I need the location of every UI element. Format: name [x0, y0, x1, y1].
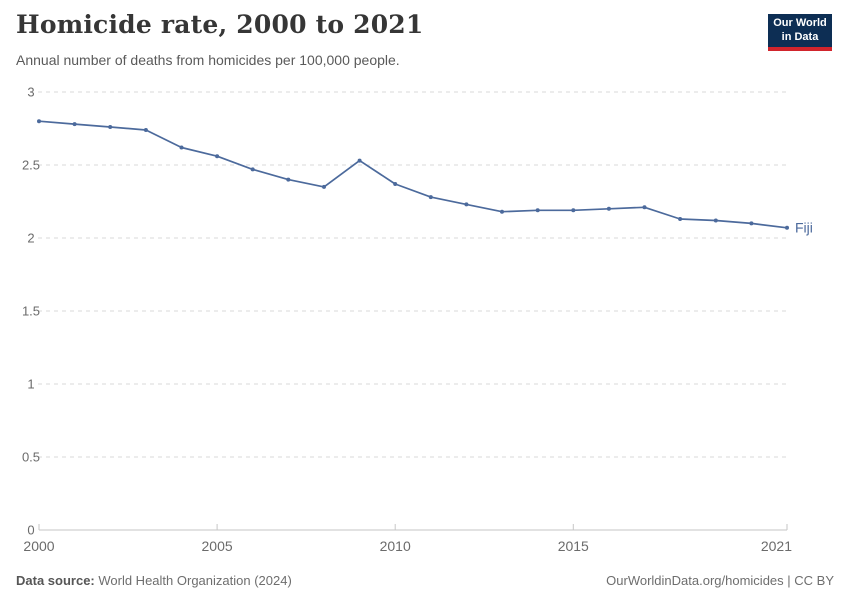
series-point-fiji[interactable] — [357, 158, 362, 163]
series-point-fiji[interactable] — [464, 202, 469, 207]
series-label-fiji[interactable]: Fiji — [795, 219, 813, 235]
y-axis-tick-label: 0.5 — [22, 450, 40, 465]
owid-logo-line1: Our World — [773, 16, 827, 29]
owid-logo[interactable]: Our World in Data — [768, 14, 832, 51]
data-source-text: World Health Organization (2024) — [94, 573, 292, 588]
series-point-fiji[interactable] — [37, 119, 41, 124]
series-point-fiji[interactable] — [286, 177, 291, 182]
series-point-fiji[interactable] — [500, 209, 504, 214]
series-point-fiji[interactable] — [642, 205, 647, 210]
x-axis-tick-label: 2015 — [558, 538, 589, 554]
y-axis-tick-label: 3 — [27, 85, 34, 100]
series-point-fiji[interactable] — [713, 218, 718, 223]
data-source-label: Data source: — [16, 573, 95, 588]
series-point-fiji[interactable] — [143, 128, 148, 132]
series-point-fiji[interactable] — [393, 182, 398, 186]
chart-subtitle: Annual number of deaths from homicides p… — [16, 52, 400, 68]
chart-footer: Data source: World Health Organization (… — [16, 573, 834, 588]
x-axis-tick-label: 2021 — [761, 538, 792, 554]
x-axis-tick-label: 2010 — [380, 538, 411, 554]
series-line-fiji[interactable] — [38, 120, 788, 229]
series-point-fiji[interactable] — [215, 154, 220, 159]
series-point-fiji[interactable] — [749, 221, 754, 226]
y-axis-tick-label: 0 — [27, 523, 34, 538]
series-point-fiji[interactable] — [72, 122, 77, 127]
license-credit[interactable]: OurWorldinData.org/homicides | CC BY — [606, 573, 834, 588]
y-axis-tick-label: 2 — [27, 231, 34, 246]
series-point-fiji[interactable] — [179, 145, 184, 150]
owid-logo-accent-bar — [768, 47, 832, 51]
series-point-fiji[interactable] — [535, 208, 540, 213]
series-point-fiji[interactable] — [571, 208, 576, 213]
series-point-fiji[interactable] — [785, 225, 789, 230]
data-source: Data source: World Health Organization (… — [16, 573, 292, 588]
y-axis-tick-label: 2.5 — [22, 158, 40, 173]
series-point-fiji[interactable] — [322, 184, 326, 189]
y-axis-tick-label: 1 — [27, 377, 34, 392]
page-title: Homicide rate, 2000 to 2021 — [16, 10, 424, 39]
series-point-fiji[interactable] — [250, 167, 255, 172]
series-point-fiji[interactable] — [606, 206, 611, 211]
x-axis-tick-label: 2000 — [23, 538, 54, 554]
series-point-fiji[interactable] — [678, 217, 683, 221]
y-axis-tick-label: 1.5 — [22, 304, 40, 319]
series-point-fiji[interactable] — [108, 125, 113, 129]
x-axis-tick-label: 2005 — [202, 538, 233, 554]
owid-logo-line2: in Data — [781, 30, 819, 43]
series-point-fiji[interactable] — [428, 195, 433, 200]
